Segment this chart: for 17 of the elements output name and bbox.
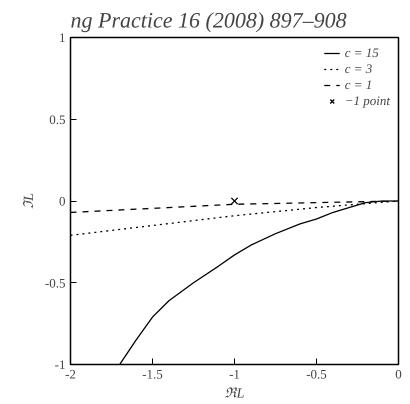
legend-label: c = 1 <box>344 77 372 93</box>
y-tick-label: -0.5 <box>44 275 66 290</box>
x-tick-label: -0.5 <box>306 366 327 382</box>
legend-label: c = 3 <box>344 61 372 77</box>
text: ng Practice 16 (2008) 897–908 <box>70 8 347 32</box>
x-axis-title: ℜL <box>224 386 245 402</box>
legend-label: −1 point <box>344 93 390 109</box>
y-tick-label: -1 <box>54 357 66 372</box>
y-tick-label: 0 <box>59 194 66 208</box>
x-tick-label: -1.5 <box>142 366 163 382</box>
y-tick-label: 0.5 <box>49 112 66 127</box>
x-tick-label: 0 <box>395 366 402 382</box>
y-axis-title: ℑL <box>22 192 37 209</box>
x-tick-label: -2 <box>65 366 76 382</box>
y-tick-label: 1 <box>59 30 66 45</box>
legend-label: c = 15 <box>344 45 379 61</box>
x-tick-label: -1 <box>229 366 240 382</box>
